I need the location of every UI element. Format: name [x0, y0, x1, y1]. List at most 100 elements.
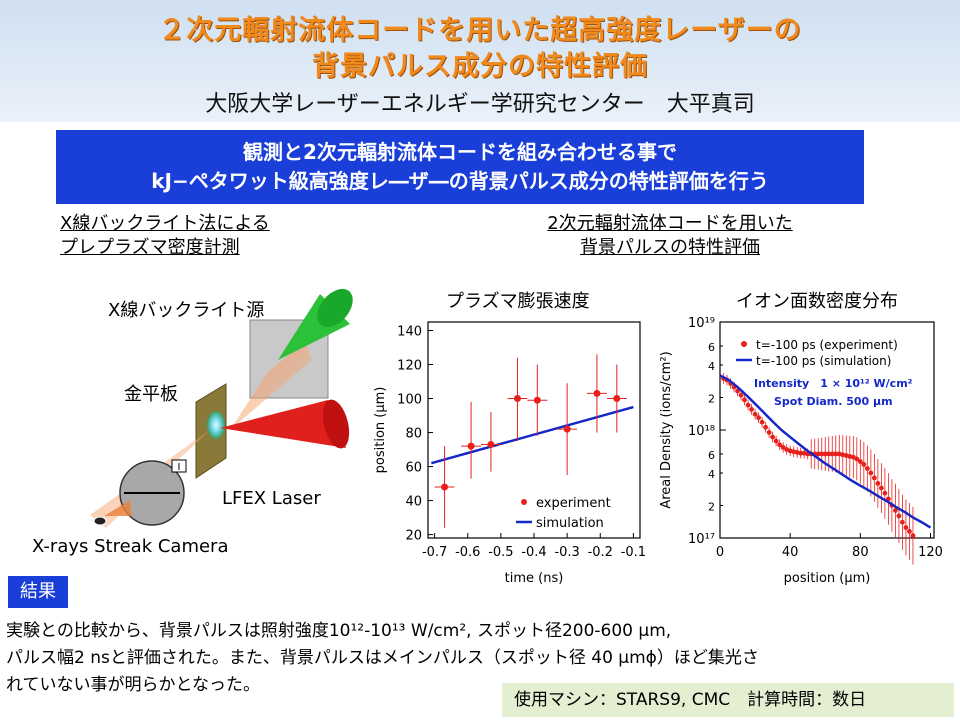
areal-density-chart: 0 40 80 120 10¹⁷ 2 4 6 10¹⁸ 2 4 6 10¹⁹ position (μm) A… — [659, 316, 943, 586]
results-text: 実験との比較から、背景パルスは照射強度10¹²-10¹³ W/cm², スポット… — [6, 618, 956, 699]
chart2-data-point — [738, 392, 744, 398]
chart1-x-tick-label: -0.3 — [554, 545, 579, 560]
chart1-data-point — [487, 440, 495, 448]
chart1-simulation-line — [430, 405, 634, 465]
chart2-data-point — [763, 424, 769, 430]
chart2-data-point — [742, 397, 747, 403]
chart2-data-point — [752, 411, 758, 417]
chart2-y-tick-label: 4 — [708, 360, 715, 373]
chart1-y-tick-label: 140 — [397, 325, 422, 340]
chart2-data-point — [745, 402, 751, 408]
chart2-title: イオン面数密度分布 — [736, 291, 898, 312]
chart1-y-axis-label: position (μm) — [373, 387, 388, 474]
results-line-3: れていない事が明らかとなった。 — [6, 675, 260, 695]
streak-camera-box-label: I — [178, 462, 181, 473]
chart2-legend-simulation-label: t=-100 ps (simulation) — [756, 354, 891, 368]
chart2-data-point — [822, 451, 828, 457]
summary-banner: 観測と2次元輻射流体コードを組み合わせる事で kJ−ペタワット級高強度レ―ザ―の… — [56, 130, 864, 204]
chart2-data-point — [903, 525, 909, 530]
chart2-y-tick-label: 4 — [708, 468, 715, 481]
chart2-data-point — [864, 466, 870, 471]
chart2-y-tick-label: 10¹⁹ — [688, 316, 715, 331]
target-label: 金平板 — [124, 384, 178, 405]
chart1-title: プラズマ膨張速度 — [446, 291, 590, 312]
chart2-data-point — [749, 407, 754, 412]
chart2-data-point — [893, 508, 898, 513]
chart2-data-point — [773, 438, 779, 444]
xray-cone — [104, 500, 132, 516]
author: 大阪大学レーザーエネルギー学研究センター 大平真司 — [205, 92, 755, 117]
chart1-y-tick-label: 60 — [405, 461, 422, 476]
chart2-y-tick-label: 2 — [708, 392, 715, 405]
left-heading-line-2: プレプラズマ密度計測 — [60, 237, 240, 258]
banner-line-1: 観測と2次元輻射流体コードを組み合わせる事で — [243, 140, 677, 164]
plasma-spot — [207, 411, 225, 439]
chart2-y-tick-label: 6 — [708, 449, 715, 462]
lfex-beam — [220, 400, 346, 448]
chart2-data-point — [780, 445, 786, 450]
results-line-2: パルス幅2 nsと評価された。また、背景パルスはメインパルス（スポット径 40 … — [6, 648, 759, 668]
chart2-annotation-spot: Spot Diam. 500 μm — [774, 395, 893, 408]
chart1-x-tick-label: -0.2 — [588, 545, 613, 560]
chart1-legend-experiment-marker — [521, 499, 527, 505]
chart2-data-point — [854, 456, 860, 462]
chart1-x-tick-label: -0.7 — [422, 545, 447, 560]
chart2-data-point — [857, 459, 863, 464]
chart2-data-point — [756, 415, 761, 421]
chart2-x-tick-label: 40 — [782, 545, 799, 560]
chart1-data-point — [441, 483, 449, 491]
chart2-data-point — [815, 451, 821, 457]
header: ２次元輻射流体コードを用いた超高強度レーザーの 背景パルス成分の特性評価 大阪大… — [0, 0, 960, 122]
chart1-x-tick-label: -0.4 — [521, 545, 546, 560]
chart2-y-axis-label: Areal Density (ions/cm²) — [659, 351, 674, 508]
chart2-y-tick-label: 10¹⁷ — [688, 532, 715, 547]
chart2-data-point — [759, 419, 765, 425]
chart2-data-point — [861, 462, 867, 467]
left-section-heading: X線バックライト法による プレプラズマ密度計測 — [60, 212, 270, 260]
chart2-data-point — [871, 475, 877, 481]
chart2-data-point — [878, 485, 884, 491]
banner-line-2: kJ−ペタワット級高強度レ―ザ―の背景パルス成分の特性評価を行う — [151, 169, 769, 193]
machine-info: 使用マシン：STARS9, CMC 計算時間：数日 — [502, 683, 954, 717]
lfex-beam-end — [322, 399, 350, 449]
chart2-annotation-intensity: Intensity 1 × 10¹² W/cm² — [754, 377, 913, 390]
chart1-x-tick-label: -0.5 — [488, 545, 513, 560]
chart1-x-axis-label: time (ns) — [505, 571, 564, 586]
chart1-y-tick-label: 40 — [405, 495, 422, 510]
right-heading-line-1: 2次元輻射流体コードを用いた — [547, 213, 793, 234]
streak-camera-box — [171, 459, 187, 473]
chart1-legend-simulation-label: simulation — [536, 516, 604, 531]
chart2-x-tick-label: 120 — [918, 545, 943, 560]
chart2-data-point — [907, 529, 912, 534]
chart2-y-tick-label: 2 — [708, 500, 715, 513]
chart1-x-tick-label: -0.6 — [455, 545, 480, 560]
chart1-x-tick-label: -0.1 — [621, 545, 646, 560]
right-heading-line-2: 背景パルスの特性評価 — [580, 237, 760, 258]
camera-label: X-rays Streak Camera — [32, 536, 229, 557]
chart2-x-axis-label: position (μm) — [784, 571, 871, 586]
chart2-data-point — [829, 451, 835, 457]
chart1-y-tick-label: 80 — [405, 427, 422, 442]
results-tag: 結果 — [8, 576, 68, 608]
chart2-data-point — [868, 470, 874, 476]
chart1-data-point — [467, 442, 475, 450]
chart2-legend-experiment-marker — [741, 341, 747, 347]
green-beam-end — [317, 288, 353, 328]
chart2-y-tick-label: 6 — [708, 341, 715, 354]
title-line-1: ２次元輻射流体コードを用いた超高強度レーザーの — [158, 15, 802, 46]
chart1-y-tick-label: 20 — [405, 529, 422, 544]
chart1-data-point — [533, 396, 541, 404]
laser-label: LFEX Laser — [222, 488, 321, 509]
chart2-data-point — [910, 533, 916, 539]
chart2-data-point — [777, 442, 783, 448]
plasma-expansion-chart: -0.7 -0.6 -0.5 -0.4 -0.3 -0.2 -0.1 20 40 60 80 100 1… — [373, 321, 646, 586]
chart2-data-point — [826, 451, 832, 457]
left-heading-line-1: X線バックライト法による — [60, 213, 270, 234]
chart2-data-point — [900, 519, 905, 525]
chart2-data-point — [875, 481, 881, 486]
chart2-data-point — [770, 434, 776, 440]
setup-diagram: I — [90, 288, 353, 528]
chart2-simulation-line — [719, 374, 932, 529]
right-section-heading: 2次元輻射流体コードを用いた 背景パルスの特性評価 — [520, 212, 820, 260]
chart1-y-tick-label: 120 — [397, 359, 422, 374]
